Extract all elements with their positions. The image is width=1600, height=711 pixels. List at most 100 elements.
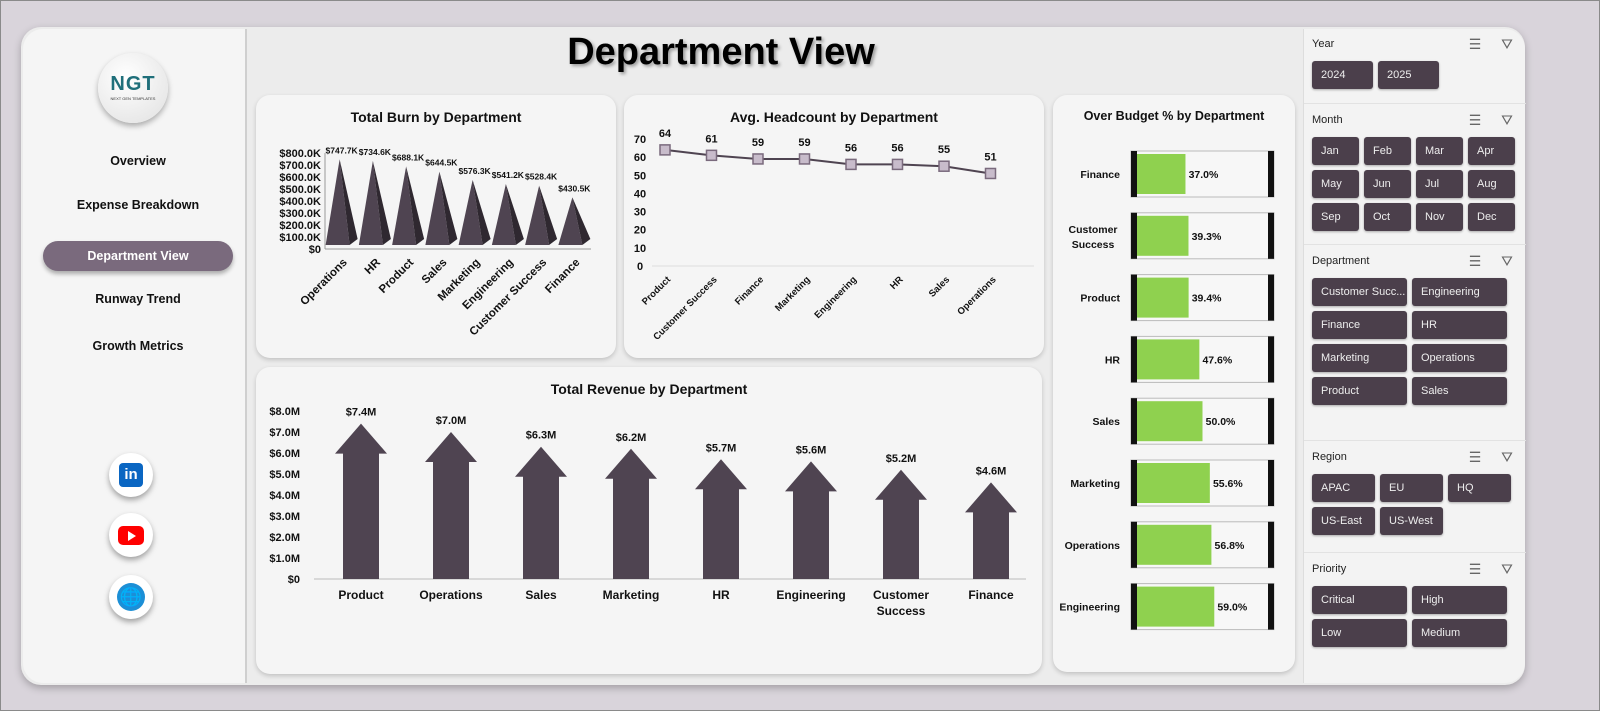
slicer-option[interactable]: APAC bbox=[1312, 474, 1375, 502]
multi-select-icon[interactable]: ☰ bbox=[1468, 111, 1482, 128]
slicer-option[interactable]: 2025 bbox=[1378, 61, 1439, 89]
chart-title: Over Budget % by Department bbox=[1083, 109, 1265, 123]
slicer-option[interactable]: Engineering bbox=[1412, 278, 1507, 306]
chart-title: Avg. Headcount by Department bbox=[730, 109, 938, 125]
slicer-option[interactable]: Mar bbox=[1416, 137, 1463, 165]
multi-select-icon[interactable]: ☰ bbox=[1468, 448, 1482, 465]
slicer-department: Department ☰ ⛛ Customer Succ... Engineering F… bbox=[1312, 250, 1518, 405]
arrow-bar bbox=[425, 432, 477, 579]
bar-cap-right bbox=[1268, 274, 1274, 321]
pyramid-bar bbox=[558, 197, 583, 245]
category-label: Operations bbox=[1065, 540, 1121, 552]
clear-filter-icon[interactable]: ⛛ bbox=[1501, 252, 1513, 269]
slicer-option[interactable]: Nov bbox=[1416, 203, 1463, 231]
slicer-option[interactable]: EU bbox=[1380, 474, 1443, 502]
website-button[interactable]: 🌐 bbox=[109, 575, 153, 619]
slicer-month: Month ☰ ⛛ Jan Feb Mar Apr May Jun Jul Aug Sep Oct Nov… bbox=[1312, 109, 1518, 231]
x-tick-label: Engineering bbox=[813, 274, 860, 321]
slicer-option[interactable]: Dec bbox=[1468, 203, 1515, 231]
clear-filter-icon[interactable]: ⛛ bbox=[1501, 448, 1513, 465]
nav-expense-breakdown[interactable]: Expense Breakdown bbox=[76, 198, 200, 212]
slicer-option[interactable]: HQ bbox=[1448, 474, 1511, 502]
clear-filter-icon[interactable]: ⛛ bbox=[1501, 35, 1513, 52]
bar-cap-left bbox=[1131, 521, 1137, 568]
logo-text: NGT bbox=[110, 73, 156, 95]
nav-growth-metrics[interactable]: Growth Metrics bbox=[92, 339, 184, 353]
globe-icon: 🌐 bbox=[117, 583, 145, 611]
slicer-option[interactable]: Oct bbox=[1364, 203, 1411, 231]
y-tick-label: $800.0K bbox=[279, 148, 321, 160]
slicer-option[interactable]: US-East bbox=[1312, 507, 1375, 535]
clear-filter-icon[interactable]: ⛛ bbox=[1501, 111, 1513, 128]
nav-department-view[interactable]: Department View bbox=[43, 241, 233, 271]
slicer-option[interactable]: Jul bbox=[1416, 170, 1463, 198]
multi-select-icon[interactable]: ☰ bbox=[1468, 252, 1482, 269]
slicer-options: Critical High Low Medium bbox=[1312, 586, 1518, 647]
slicer-option[interactable]: Jan bbox=[1312, 137, 1359, 165]
over-budget-fill bbox=[1137, 277, 1189, 318]
pyramid-bar-side bbox=[505, 184, 524, 245]
slicer-option[interactable]: Finance bbox=[1312, 311, 1407, 339]
slicer-option[interactable]: Customer Succ... bbox=[1312, 278, 1407, 306]
page-title: Department View bbox=[567, 31, 875, 73]
y-tick-label: $2.0M bbox=[269, 532, 300, 544]
slicer-option[interactable]: Critical bbox=[1312, 586, 1407, 614]
slicer-option[interactable]: Apr bbox=[1468, 137, 1515, 165]
data-label: $4.6M bbox=[976, 465, 1007, 477]
y-tick-label: $700.0K bbox=[279, 160, 321, 172]
pyramid-bar-side bbox=[406, 166, 425, 245]
slicer-option[interactable]: Feb bbox=[1364, 137, 1411, 165]
chart-title: Total Revenue by Department bbox=[550, 381, 748, 397]
pyramid-bar-side bbox=[439, 171, 458, 245]
nav-overview[interactable]: Overview bbox=[110, 154, 166, 168]
slicer-option[interactable]: Operations bbox=[1412, 344, 1507, 372]
data-label: $688.1K bbox=[392, 152, 425, 162]
slicer-divider bbox=[1304, 440, 1526, 441]
slicer-option[interactable]: HR bbox=[1412, 311, 1507, 339]
data-point bbox=[938, 160, 950, 172]
linkedin-icon: in bbox=[119, 463, 143, 487]
slicer-option[interactable]: US-West bbox=[1380, 507, 1443, 535]
clear-filter-icon[interactable]: ⛛ bbox=[1501, 560, 1513, 577]
slicer-option[interactable]: Jun bbox=[1364, 170, 1411, 198]
pyramid-bar-side bbox=[339, 159, 358, 245]
multi-select-icon[interactable]: ☰ bbox=[1468, 35, 1482, 52]
slicer-option[interactable]: Marketing bbox=[1312, 344, 1407, 372]
youtube-button[interactable] bbox=[109, 513, 153, 557]
data-label: 50.0% bbox=[1206, 416, 1236, 428]
slicer-header: Year ☰ ⛛ bbox=[1312, 33, 1518, 55]
multi-select-icon[interactable]: ☰ bbox=[1468, 560, 1482, 577]
x-tick-label: Finance bbox=[543, 257, 582, 296]
x-tick-label: Marketing bbox=[603, 588, 660, 602]
arrow-bar bbox=[875, 469, 927, 579]
slicer-option[interactable]: Low bbox=[1312, 619, 1407, 647]
arrow-bar bbox=[605, 448, 657, 579]
slicer-option[interactable]: May bbox=[1312, 170, 1359, 198]
y-tick-label: $200.0K bbox=[279, 220, 321, 232]
linkedin-button[interactable]: in bbox=[109, 453, 153, 497]
slicer-option[interactable]: Aug bbox=[1468, 170, 1515, 198]
slicer-option[interactable]: Sales bbox=[1412, 377, 1507, 405]
nav-runway-trend[interactable]: Runway Trend bbox=[95, 292, 181, 306]
slicer-option[interactable]: Product bbox=[1312, 377, 1407, 405]
slicer-option[interactable]: Medium bbox=[1412, 619, 1507, 647]
data-label: 64 bbox=[659, 128, 672, 140]
slicer-option[interactable]: High bbox=[1412, 586, 1507, 614]
pyramid-bar bbox=[358, 160, 383, 245]
category-label: Sales bbox=[1093, 416, 1121, 428]
data-label: $576.3K bbox=[459, 166, 492, 176]
data-label: 47.6% bbox=[1202, 354, 1232, 366]
slicer-option[interactable]: Sep bbox=[1312, 203, 1359, 231]
over-budget-fill bbox=[1137, 524, 1212, 565]
slicer-option[interactable]: 2024 bbox=[1312, 61, 1373, 89]
revenue-chart: $0 $1.0M $2.0M $3.0M $4.0M $5.0M $6.0M $7.0M $8.… bbox=[269, 406, 1026, 618]
y-tick-label: $1.0M bbox=[269, 553, 300, 565]
slicer-title: Region bbox=[1312, 451, 1347, 463]
pyramid-bar-side bbox=[472, 179, 491, 245]
headcount-line bbox=[664, 148, 991, 175]
slicer-region: Region ☰ ⛛ APAC EU HQ US-East US-West bbox=[1312, 446, 1518, 535]
x-tick-label: Customer bbox=[873, 588, 929, 602]
data-label: 59.0% bbox=[1217, 602, 1247, 614]
data-label: $644.5K bbox=[425, 158, 458, 168]
y-tick-label: 50 bbox=[634, 170, 646, 182]
